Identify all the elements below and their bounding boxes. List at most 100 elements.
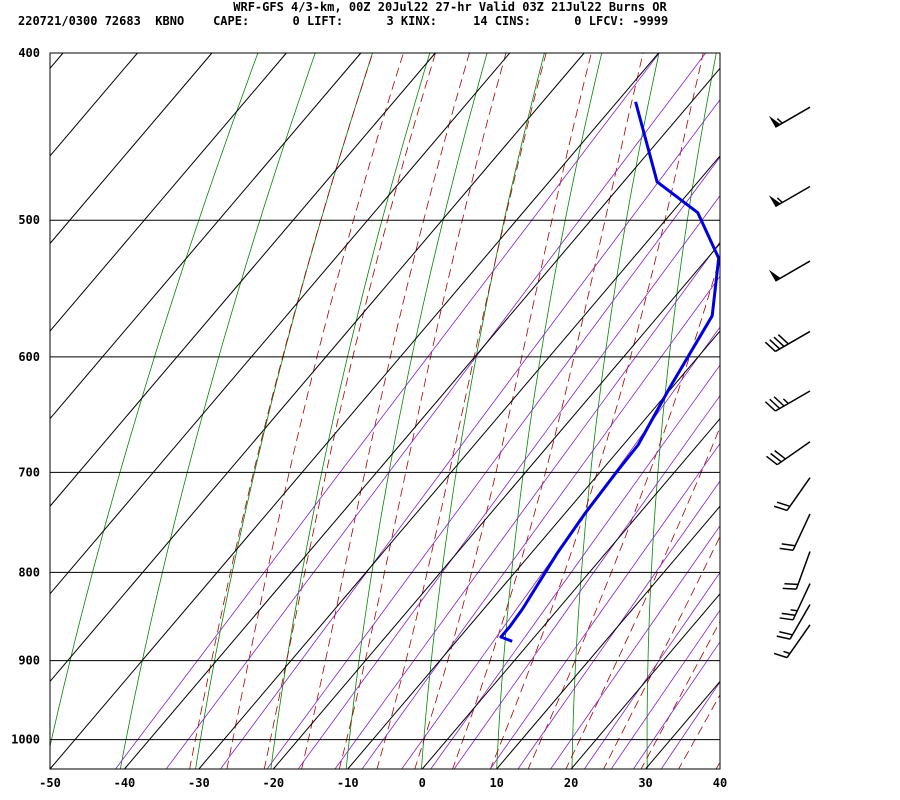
barb-feather	[779, 617, 794, 621]
dry-adiabat	[571, 53, 660, 769]
moist-adiabat	[489, 53, 704, 769]
wind-barb	[764, 330, 811, 353]
dry-adiabat	[646, 53, 717, 769]
dry-adiabat	[119, 53, 316, 769]
y-tick-label: 600	[18, 350, 40, 364]
isotherm-line	[347, 330, 721, 770]
barb-feather	[773, 652, 788, 659]
moist-adiabat	[376, 53, 547, 769]
isotherm-line	[272, 243, 721, 770]
mixing-ratio-line	[632, 641, 720, 769]
wind-barb	[782, 551, 811, 590]
moist-adiabat	[263, 53, 436, 769]
mixing-ratio-line	[453, 394, 720, 769]
barb-feather	[774, 450, 786, 460]
barb-feather	[782, 587, 797, 590]
barb-half-feather	[790, 609, 798, 612]
x-tick-label: -10	[337, 776, 359, 790]
mixing-ratio-line	[610, 609, 720, 769]
moist-adiabat	[678, 694, 720, 769]
mixing-ratio-line	[583, 571, 720, 769]
barb-feather	[784, 582, 799, 586]
grid-lines	[49, 52, 721, 770]
mixing-ratio-line	[430, 364, 720, 769]
barb-feather	[769, 398, 781, 410]
wind-barb	[768, 185, 811, 208]
barb-feather	[764, 401, 776, 412]
mixing-ratio-line	[517, 480, 720, 769]
mixing-ratio-line	[266, 156, 720, 769]
barb-shaft	[774, 185, 811, 208]
mixing-ratio-line	[114, 53, 660, 769]
wind-barb	[779, 583, 811, 621]
barb-feather	[779, 631, 793, 636]
x-tick-label: 30	[638, 776, 652, 790]
wind-barb	[779, 513, 811, 551]
dewpoint-line	[499, 101, 720, 643]
barb-shaft	[774, 260, 811, 282]
isotherm-line	[124, 68, 721, 770]
barb-shaft	[786, 624, 811, 659]
barb-shaft	[776, 441, 811, 466]
mixing-ratio-line	[297, 195, 720, 769]
wind-barb	[766, 441, 811, 466]
barb-feather	[781, 612, 796, 617]
y-tick-label: 400	[18, 46, 40, 60]
dry-adiabat	[420, 53, 545, 769]
mixing-ratio-line	[220, 99, 720, 769]
barb-shaft	[789, 604, 811, 640]
temperature-line	[743, 98, 873, 641]
wind-barb	[768, 106, 811, 128]
barb-half-feather	[776, 197, 783, 204]
isotherm-line	[198, 155, 721, 770]
y-tick-label: 1000	[11, 733, 40, 747]
isotherm-line	[49, 52, 362, 419]
dry-adiabat	[791, 15, 837, 784]
tick-labels: 400 500 600 700 800 900 1000 -50 -40 -30 -20 -10 0 10…	[11, 46, 727, 790]
isotherm-line	[496, 505, 721, 770]
barb-feather	[776, 501, 791, 508]
y-tick-label: 700	[18, 465, 40, 479]
barb-half-feather	[776, 118, 783, 124]
barb-feather	[777, 334, 789, 345]
y-tick-label: 900	[18, 654, 40, 668]
barb-feather	[773, 336, 785, 347]
moist-adiabat	[338, 53, 507, 769]
isotherm-line	[645, 681, 721, 770]
moist-adiabat	[452, 53, 644, 769]
barb-flag	[768, 115, 781, 128]
isotherm-line	[49, 52, 585, 682]
barb-feather	[773, 396, 785, 407]
dry-adiabat	[860, 15, 894, 784]
barb-shaft	[774, 106, 811, 128]
barb-feather	[770, 452, 782, 463]
isotherm-line	[421, 418, 721, 770]
wind-barb	[773, 477, 811, 512]
barb-flag	[768, 195, 781, 207]
barb-shaft	[795, 551, 811, 590]
moist-adiabat	[527, 256, 720, 769]
moist-adiabat	[640, 620, 720, 769]
barb-feather	[781, 543, 796, 547]
dry-adiabat	[719, 608, 720, 686]
barb-half-feather	[783, 650, 791, 655]
barb-flag	[768, 269, 781, 282]
isotherm-line	[49, 52, 511, 595]
barb-shaft	[774, 390, 811, 412]
mixing-ratio-line	[489, 442, 720, 769]
x-tick-label: -30	[188, 776, 210, 790]
barb-shaft	[792, 583, 811, 621]
isotherm-line	[49, 52, 213, 244]
moist-adiabat	[226, 53, 404, 769]
mixing-ratio-line	[550, 525, 720, 769]
sounding-indices: 220721/0300 72683 KBNO CAPE: 0 LIFT: 3 K…	[18, 14, 669, 28]
isotherm-line	[570, 593, 721, 770]
barb-feather	[769, 339, 781, 350]
barb-shaft	[774, 330, 811, 353]
dry-adiabat	[496, 53, 603, 769]
x-tick-label: 20	[564, 776, 578, 790]
dry-adiabat	[50, 53, 259, 749]
moist-adiabat	[301, 53, 470, 769]
dry-adiabat	[270, 53, 431, 769]
